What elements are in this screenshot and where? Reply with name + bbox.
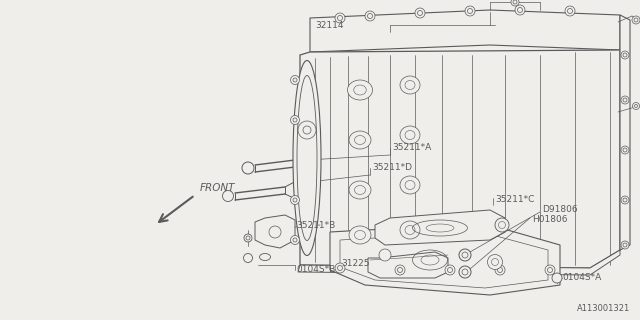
Ellipse shape xyxy=(511,0,519,6)
Ellipse shape xyxy=(335,263,345,273)
Ellipse shape xyxy=(259,253,271,260)
Ellipse shape xyxy=(349,131,371,149)
Ellipse shape xyxy=(552,273,562,283)
Ellipse shape xyxy=(400,126,420,144)
Ellipse shape xyxy=(565,6,575,16)
Text: 31225: 31225 xyxy=(342,259,370,268)
Ellipse shape xyxy=(632,102,639,109)
Ellipse shape xyxy=(400,176,420,194)
Text: 0104S*B: 0104S*B xyxy=(296,266,335,275)
Polygon shape xyxy=(375,210,505,245)
Polygon shape xyxy=(330,225,560,295)
Ellipse shape xyxy=(488,254,502,269)
Ellipse shape xyxy=(621,146,629,154)
Text: 35211*D: 35211*D xyxy=(372,164,412,172)
Ellipse shape xyxy=(349,181,371,199)
Text: 35211*C: 35211*C xyxy=(495,196,534,204)
Ellipse shape xyxy=(365,11,375,21)
Ellipse shape xyxy=(291,116,300,124)
Ellipse shape xyxy=(291,76,300,84)
Polygon shape xyxy=(300,50,620,268)
Ellipse shape xyxy=(545,265,555,275)
Text: 35211*A: 35211*A xyxy=(392,143,431,153)
Ellipse shape xyxy=(621,196,629,204)
Text: FRONT: FRONT xyxy=(200,183,236,193)
Ellipse shape xyxy=(349,226,371,244)
Ellipse shape xyxy=(243,253,253,262)
Text: D91806: D91806 xyxy=(542,205,578,214)
Ellipse shape xyxy=(459,249,471,261)
Ellipse shape xyxy=(415,8,425,18)
Ellipse shape xyxy=(395,265,405,275)
Polygon shape xyxy=(298,250,620,275)
Ellipse shape xyxy=(445,265,455,275)
Text: H01806: H01806 xyxy=(532,215,568,225)
Ellipse shape xyxy=(495,218,509,232)
Ellipse shape xyxy=(348,80,372,100)
Ellipse shape xyxy=(515,5,525,15)
Ellipse shape xyxy=(632,16,640,24)
Text: A113001321: A113001321 xyxy=(577,304,630,313)
Ellipse shape xyxy=(244,234,252,242)
Text: 0104S*A: 0104S*A xyxy=(562,274,601,283)
Ellipse shape xyxy=(293,60,321,255)
Polygon shape xyxy=(255,215,295,248)
Polygon shape xyxy=(620,15,630,250)
Text: 35211*B: 35211*B xyxy=(296,221,335,230)
Ellipse shape xyxy=(459,266,471,278)
Ellipse shape xyxy=(291,236,300,244)
Ellipse shape xyxy=(335,13,345,23)
Ellipse shape xyxy=(621,96,629,104)
Polygon shape xyxy=(368,252,448,278)
Polygon shape xyxy=(310,10,620,52)
Polygon shape xyxy=(340,233,548,288)
Ellipse shape xyxy=(621,241,629,249)
Text: 32114: 32114 xyxy=(315,20,344,29)
Ellipse shape xyxy=(465,6,475,16)
Ellipse shape xyxy=(495,265,505,275)
Ellipse shape xyxy=(242,162,254,174)
Ellipse shape xyxy=(400,76,420,94)
Ellipse shape xyxy=(400,221,420,239)
Ellipse shape xyxy=(223,190,234,202)
Ellipse shape xyxy=(291,196,300,204)
Ellipse shape xyxy=(621,51,629,59)
Ellipse shape xyxy=(379,249,391,261)
